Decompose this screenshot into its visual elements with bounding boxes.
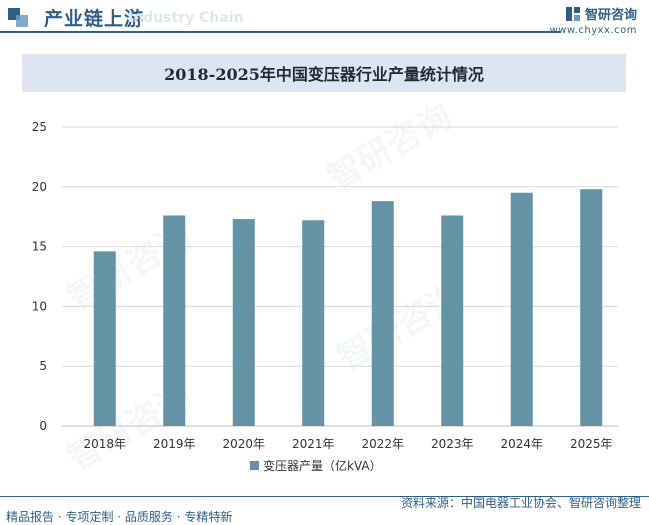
y-tick-label: 5 (39, 359, 47, 373)
bar (441, 215, 464, 426)
brand-name-text: 智研咨询 (584, 8, 637, 23)
x-tick-label: 2020年 (222, 437, 265, 451)
y-tick-label: 10 (32, 299, 47, 313)
y-tick-label: 25 (32, 120, 47, 134)
bar (93, 251, 116, 426)
x-tick-label: 2019年 (153, 437, 196, 451)
legend-swatch (250, 461, 259, 470)
x-tick-label: 2024年 (500, 437, 543, 451)
legend-label: 变压器产量（亿kVA） (263, 458, 382, 473)
brand-url: www.chyxx.com (549, 25, 637, 36)
source-note: 资料来源：中国电器工业协会、智研咨询整理 (400, 496, 641, 510)
header-squares-icon (8, 8, 28, 27)
footer: 资料来源：中国电器工业协会、智研咨询整理 精品报告 · 专项定制 · 品质服务 … (0, 496, 649, 525)
y-tick-label: 0 (39, 419, 47, 433)
chart-title: 2018-2025年中国变压器行业产量统计情况 (164, 65, 484, 84)
bar (510, 192, 533, 426)
brand-name: 智研咨询 (550, 4, 637, 23)
bar (163, 215, 186, 426)
bar (302, 220, 325, 426)
y-tick-label: 15 (32, 240, 47, 254)
header-divider (0, 31, 560, 33)
brand: 智研咨询 www.chyxx.com (550, 4, 637, 36)
footer-tagline: 精品报告 · 专项定制 · 品质服务 · 专精特新 (6, 510, 233, 524)
x-tick-label: 2021年 (292, 437, 335, 451)
bar (371, 201, 394, 426)
x-tick-label: 2025年 (570, 437, 613, 451)
bar (580, 189, 603, 426)
brand-logo-icon (565, 7, 580, 21)
bar-chart: 0 5 10 15 20 25 2018年 2019年 2020年 2021年 2022年 2023年… (32, 120, 618, 473)
x-tick-label: 2022年 (361, 437, 404, 451)
chart-title-bar: 2018-2025年中国变压器行业产量统计情况 (22, 54, 626, 92)
section-title: 产业链上游 (44, 8, 145, 30)
x-tick-label: 2023年 (431, 437, 474, 451)
x-tick-label: 2018年 (83, 437, 126, 451)
section-header: 产业链上游 Industry Chain 智研咨询 www.chyxx.com (0, 0, 649, 36)
bar (232, 219, 255, 426)
y-tick-label: 20 (32, 180, 47, 194)
header-watermark: Industry Chain (128, 10, 244, 26)
footer-divider (0, 496, 649, 497)
